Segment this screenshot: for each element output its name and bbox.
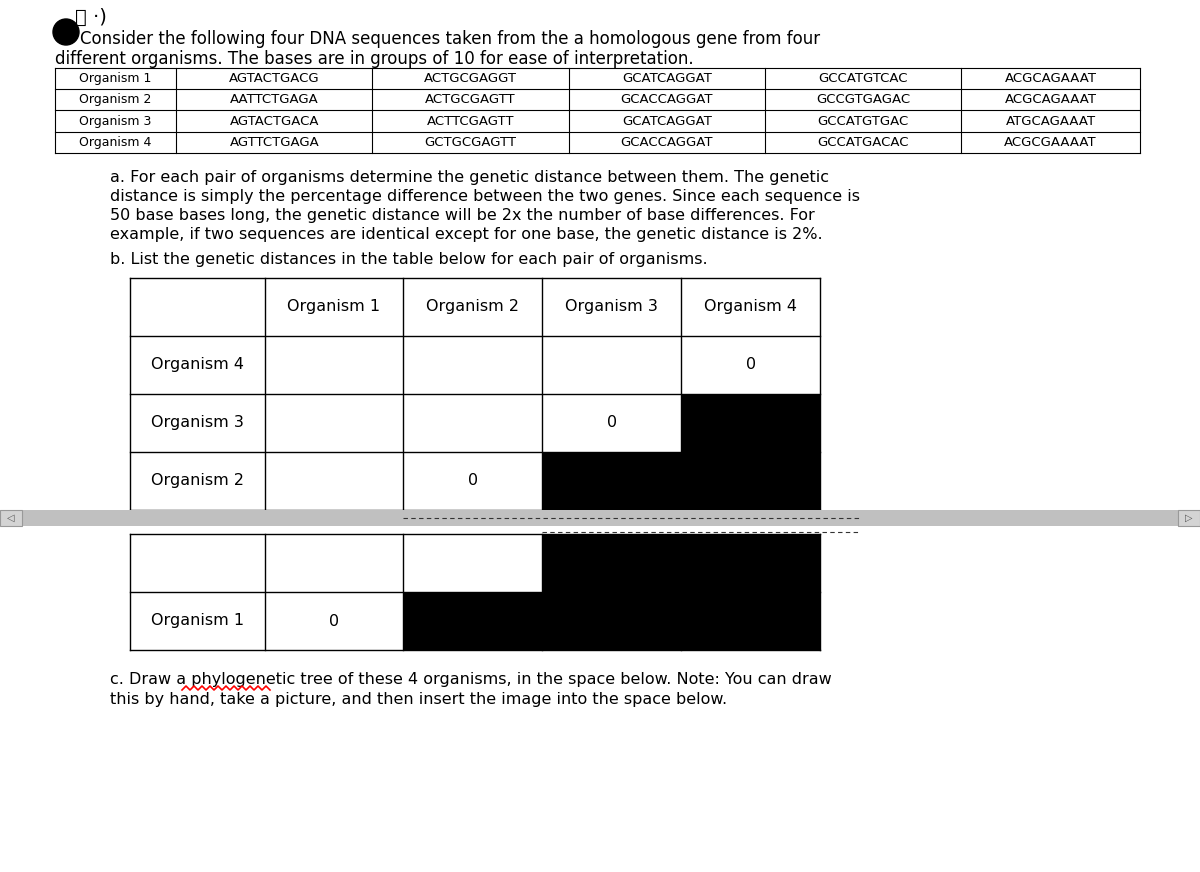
Text: Organism 2: Organism 2 <box>79 93 151 106</box>
Text: distance is simply the percentage difference between the two genes. Since each s: distance is simply the percentage differ… <box>110 189 860 204</box>
Text: Organism 4: Organism 4 <box>704 299 797 315</box>
Text: Organism 3: Organism 3 <box>565 299 658 315</box>
Text: example, if two sequences are identical except for one base, the genetic distanc: example, if two sequences are identical … <box>110 227 823 242</box>
Text: Organism 3: Organism 3 <box>79 114 151 127</box>
Text: GCCATGTCAC: GCCATGTCAC <box>818 72 907 85</box>
Bar <box>0 510 1200 526</box>
Text: GCCATGTGAC: GCCATGTGAC <box>817 114 908 127</box>
Text: AGTTCTGAGA: AGTTCTGAGA <box>229 136 319 149</box>
Text: 0: 0 <box>607 415 617 431</box>
Text: GCATCAGGAT: GCATCAGGAT <box>622 114 712 127</box>
Text: AGTACTGACG: AGTACTGACG <box>229 72 319 85</box>
Text: ACGCAGAAAT: ACGCAGAAAT <box>1004 93 1097 106</box>
Text: Organism 1: Organism 1 <box>79 72 151 85</box>
Text: Organism 2: Organism 2 <box>151 473 244 488</box>
Text: 50 base bases long, the genetic distance will be 2x the number of base differenc: 50 base bases long, the genetic distance… <box>110 208 815 223</box>
Text: ACTGCGAGGT: ACTGCGAGGT <box>424 72 517 85</box>
Text: ACTTCGAGTT: ACTTCGAGTT <box>427 114 515 127</box>
Text: ATGCAGAAAT: ATGCAGAAAT <box>1006 114 1096 127</box>
Text: c. Draw a phylogenetic tree of these 4 organisms, in the space below. Note: You : c. Draw a phylogenetic tree of these 4 o… <box>110 672 832 687</box>
Circle shape <box>53 19 79 45</box>
Text: ACGCAGAAAT: ACGCAGAAAT <box>1004 72 1097 85</box>
Bar <box>542 592 682 650</box>
Bar <box>682 534 820 592</box>
Text: b. List the genetic distances in the table below for each pair of organisms.: b. List the genetic distances in the tab… <box>110 252 708 267</box>
Bar <box>682 452 820 510</box>
Bar <box>542 452 682 510</box>
Text: 0: 0 <box>745 358 756 372</box>
Bar <box>403 592 542 650</box>
Bar <box>682 394 820 452</box>
Bar <box>0 510 22 526</box>
Text: Organism 1: Organism 1 <box>151 614 244 629</box>
Text: Organism 4: Organism 4 <box>79 136 151 149</box>
Bar <box>1178 510 1200 526</box>
Text: GCATCAGGAT: GCATCAGGAT <box>622 72 712 85</box>
Text: Organism 4: Organism 4 <box>151 358 244 372</box>
Text: GCACCAGGAT: GCACCAGGAT <box>620 136 713 149</box>
Text: ◁: ◁ <box>7 513 14 523</box>
Text: GCTGCGAGTT: GCTGCGAGTT <box>425 136 516 149</box>
Text: Organism 2: Organism 2 <box>426 299 520 315</box>
Text: 0: 0 <box>329 614 340 629</box>
Text: AATTCTGAGA: AATTCTGAGA <box>230 93 319 106</box>
Bar <box>542 534 682 592</box>
Text: GCCGTGAGAC: GCCGTGAGAC <box>816 93 910 106</box>
Text: GCACCAGGAT: GCACCAGGAT <box>620 93 713 106</box>
Text: あ ·): あ ·) <box>74 8 107 27</box>
Text: Consider the following four DNA sequences taken from the a homologous gene from : Consider the following four DNA sequence… <box>80 30 820 48</box>
Text: different organisms. The bases are in groups of 10 for ease of interpretation.: different organisms. The bases are in gr… <box>55 50 694 68</box>
Text: 0: 0 <box>468 473 478 488</box>
Text: this by hand, take a picture, and then insert the image into the space below.: this by hand, take a picture, and then i… <box>110 692 727 707</box>
Text: a. For each pair of organisms determine the genetic distance between them. The g: a. For each pair of organisms determine … <box>110 170 829 185</box>
Text: Organism 1: Organism 1 <box>288 299 380 315</box>
Text: Organism 3: Organism 3 <box>151 415 244 431</box>
Text: GCCATGACAC: GCCATGACAC <box>817 136 908 149</box>
Text: ACTGCGAGTT: ACTGCGAGTT <box>425 93 516 106</box>
Text: ▷: ▷ <box>1186 513 1193 523</box>
Text: AGTACTGACA: AGTACTGACA <box>229 114 319 127</box>
Bar <box>682 592 820 650</box>
Text: ACGCGAAAAT: ACGCGAAAAT <box>1004 136 1097 149</box>
